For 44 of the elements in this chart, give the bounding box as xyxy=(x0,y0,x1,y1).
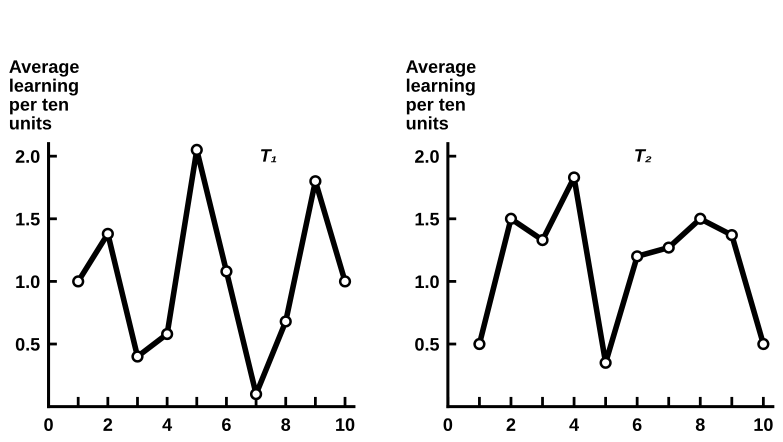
y-tick-label: 0.5 xyxy=(415,338,440,351)
point xyxy=(726,228,738,242)
point xyxy=(72,275,84,288)
point xyxy=(338,275,352,288)
point xyxy=(309,175,322,188)
x-tick-label: 2 xyxy=(506,418,516,431)
y-tick-label: 0.5 xyxy=(16,338,40,351)
x-tick-label: 4 xyxy=(162,418,172,431)
point xyxy=(600,356,612,369)
x-tick-label: 8 xyxy=(281,418,290,432)
point xyxy=(568,171,580,184)
x-tick-label: 4 xyxy=(569,418,579,431)
y-tick-label: 1.0 xyxy=(16,275,40,288)
chart-title: T₂ xyxy=(635,149,652,162)
y-tick-label: 1.0 xyxy=(416,275,439,288)
y-tick-label: 1.5 xyxy=(416,212,440,226)
x-tick-label: 0 xyxy=(444,418,452,432)
x-tick-label: 10 xyxy=(754,418,773,432)
point xyxy=(161,328,174,340)
y-axis-title: Average learning per ten units xyxy=(9,60,79,130)
point xyxy=(102,228,114,240)
point xyxy=(473,338,486,350)
point xyxy=(504,212,518,225)
point xyxy=(131,350,144,363)
point xyxy=(757,338,770,350)
point xyxy=(662,241,675,254)
x-tick-label: 8 xyxy=(696,418,705,432)
point xyxy=(694,212,706,225)
point xyxy=(190,144,203,156)
point xyxy=(280,315,292,328)
x-tick-label: 10 xyxy=(336,418,354,432)
point xyxy=(631,250,644,262)
point xyxy=(536,234,549,246)
y-tick-label: 2.0 xyxy=(415,150,439,163)
point xyxy=(250,388,262,400)
point xyxy=(220,265,233,278)
x-tick-label: 6 xyxy=(222,418,231,432)
chart-title: T₁ xyxy=(261,149,276,162)
y-axis-title: Average learning per ten units xyxy=(406,60,476,130)
y-tick-label: 1.5 xyxy=(16,212,40,226)
x-tick-label: 6 xyxy=(632,418,642,432)
x-tick-label: 0 xyxy=(44,418,53,432)
x-tick-label: 2 xyxy=(103,418,112,431)
y-tick-label: 2.0 xyxy=(16,150,40,163)
